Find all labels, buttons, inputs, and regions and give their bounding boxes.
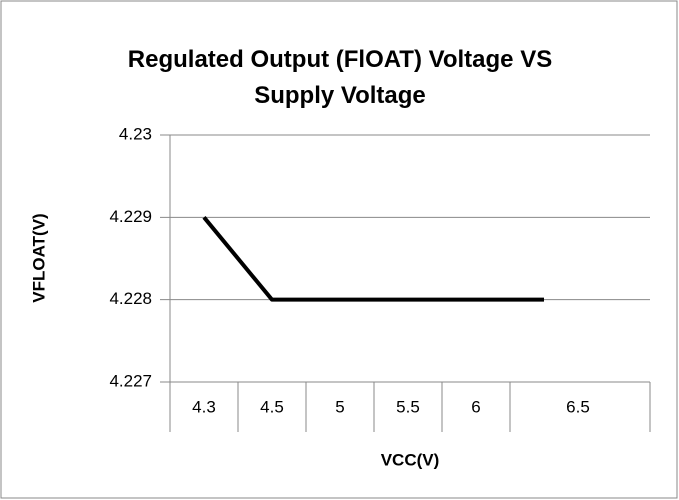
y-tick-label: 4.23 [119,124,152,143]
data-line [202,216,544,302]
y-tick-label: 4.227 [109,371,152,390]
x-tick-label: 4.5 [260,397,284,416]
x-tick-label: 6 [471,397,480,416]
x-axis-title: VCC(V) [381,450,440,469]
chart-title: Regulated Output (FlOAT) Voltage VS Supp… [127,46,553,109]
y-tick-label: 4.229 [109,207,152,226]
y-tick-label: 4.228 [109,289,152,308]
x-tick-label: 4.3 [192,397,216,416]
x-tick-label: 5 [335,397,344,416]
x-tick-label: 5.5 [396,397,420,416]
y-axis-title: VFLOAT(V) [29,213,48,302]
x-tick-label: 6.5 [566,397,590,416]
